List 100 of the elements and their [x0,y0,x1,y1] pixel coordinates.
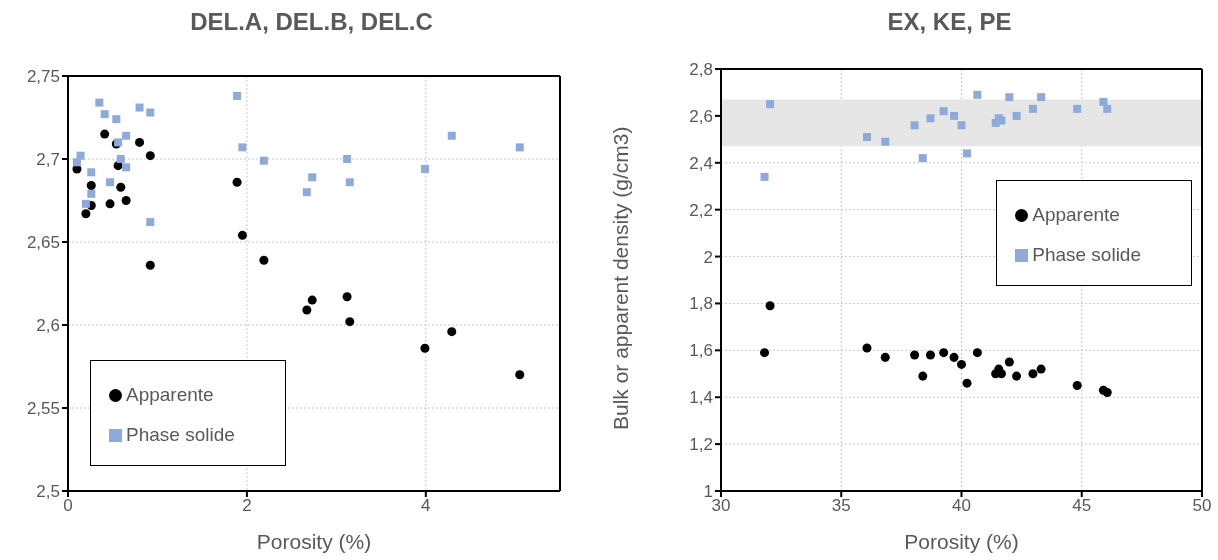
point [87,168,96,177]
point [765,301,775,311]
point [910,350,920,360]
y-tick-label: 2,5 [36,482,60,502]
point [1099,97,1108,106]
point [447,327,457,337]
y-tick-label: 1 [703,482,713,502]
point [918,154,927,163]
x-tick-label: 40 [952,496,971,516]
point [447,131,456,140]
point [105,199,115,209]
point [302,305,312,315]
point [307,295,317,305]
x-tick-label: 30 [711,496,731,516]
point [766,100,775,109]
point [1028,369,1038,379]
point [973,90,982,99]
point [760,172,769,181]
point [957,121,966,130]
point [950,111,959,120]
point [1012,111,1021,120]
point [146,218,155,227]
point [963,149,972,158]
point [121,195,131,206]
point [972,348,982,358]
x-tick-label: 0 [63,496,73,516]
y-tick-label: 2 [703,247,713,267]
point [112,115,121,124]
point [259,156,268,165]
y-axis-title: Bulk or apparent density (g/cm3) [609,126,633,430]
point [345,317,355,327]
point [862,343,872,353]
point [100,110,109,119]
point [135,103,144,112]
y-tick-label: 1,6 [689,341,713,361]
x-axis-title: Porosity (%) [256,530,372,553]
point [515,143,524,152]
point [233,91,242,100]
point [259,255,269,265]
point [881,137,890,146]
y-tick-label: 2,75 [26,67,60,87]
point [910,121,919,130]
x-tick-label: 50 [1192,496,1212,516]
y-tick-label: 1,2 [689,435,713,455]
point [342,292,352,302]
point [949,352,959,362]
x-tick-label: 2 [242,496,252,516]
point [308,173,317,182]
point [420,343,430,353]
chart-title: DEL.A, DEL.B, DEL.C [189,7,434,37]
point [1103,104,1112,113]
point [1005,93,1014,102]
point [345,178,354,187]
point [1037,93,1046,102]
legend-label: Apparente [1032,204,1120,225]
point [86,181,96,191]
y-tick-label: 2,7 [36,150,60,170]
x-tick-label: 45 [1072,496,1092,516]
point [106,178,115,187]
y-tick-label: 1,8 [689,294,713,314]
point [232,177,242,187]
point [87,189,96,198]
point [95,98,104,107]
point [1036,364,1046,374]
point [925,350,935,360]
y-tick-label: 2,55 [26,399,60,419]
legend-label: Phase solide [126,424,235,445]
point [1028,104,1037,113]
point [939,107,948,116]
x-tick-label: 4 [421,496,431,516]
point [145,260,155,270]
point [420,164,429,173]
point [122,163,131,172]
point [116,155,125,163]
y-tick-label: 2,2 [689,200,713,220]
point [145,151,155,161]
legend-label: Apparente [126,384,214,405]
point [135,137,145,147]
point [515,370,525,380]
y-tick-label: 2,65 [26,233,60,253]
point [81,199,90,208]
point [1004,357,1014,367]
point [918,371,928,381]
point [116,182,126,192]
point [238,143,247,152]
point [962,378,972,388]
point [1102,388,1112,398]
point [1073,104,1082,113]
point [880,352,890,362]
point [81,209,91,219]
legend-label: Phase solide [1032,244,1141,265]
point [100,129,110,139]
point [302,188,311,197]
point [760,348,770,358]
x-tick-label: 35 [831,496,851,516]
point [146,108,155,117]
point [956,359,967,369]
point [343,155,352,163]
point [926,114,935,123]
y-tick-label: 2,4 [689,153,713,173]
